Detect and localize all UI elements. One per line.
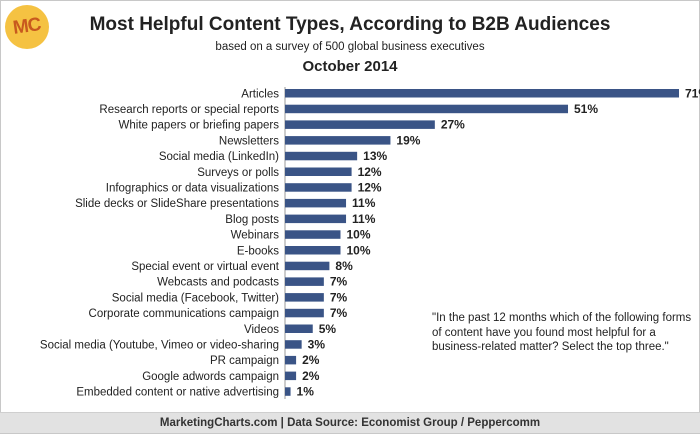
bar: [285, 340, 302, 349]
category-label: Webinars: [231, 230, 280, 242]
bar: [285, 89, 679, 98]
value-label: 12%: [358, 165, 382, 179]
value-label: 10%: [346, 228, 370, 242]
bar: [285, 261, 330, 271]
footer-source: MarketingCharts.com | Data Source: Econo…: [0, 412, 700, 433]
bar: [285, 246, 341, 255]
category-label: Slide decks or SlideShare presentations: [75, 198, 279, 210]
bar: [285, 183, 352, 192]
category-label: Google adwords campaign: [142, 371, 279, 383]
value-label: 11%: [352, 196, 376, 210]
category-label: Surveys or polls: [197, 167, 279, 179]
value-label: 7%: [330, 290, 348, 304]
value-label: 11%: [352, 212, 376, 226]
bar: [285, 214, 347, 224]
category-label: White papers or briefing papers: [119, 120, 280, 132]
bar: [285, 277, 324, 286]
value-label: 10%: [346, 243, 370, 257]
value-label: 2%: [302, 353, 320, 367]
survey-question-note: "In the past 12 months which of the foll…: [432, 312, 692, 353]
chart-subtitle: based on a survey of 500 global business…: [215, 41, 485, 53]
category-label: Infographics or data visualizations: [106, 182, 279, 194]
value-label: 12%: [358, 180, 382, 194]
chart-date: October 2014: [302, 58, 398, 75]
bar: [285, 230, 341, 239]
value-label: 19%: [396, 133, 420, 147]
category-label: Embedded content or native advertising: [76, 387, 279, 399]
category-label: Special event or virtual event: [131, 261, 279, 273]
category-label: Articles: [241, 88, 279, 100]
bar: [285, 120, 435, 129]
value-label: 51%: [574, 102, 598, 116]
bar: [285, 167, 352, 176]
category-label: Social media (Facebook, Twitter): [112, 292, 279, 304]
category-label: Social media (LinkedIn): [159, 151, 279, 163]
category-label: Blog posts: [225, 214, 279, 226]
value-label: 7%: [330, 306, 348, 320]
value-label: 5%: [319, 322, 337, 336]
bar: [285, 151, 358, 161]
category-label: Newsletters: [219, 135, 279, 147]
bar: [285, 371, 297, 381]
value-label: 2%: [302, 369, 320, 383]
bar: [285, 324, 313, 333]
value-label: 3%: [308, 337, 326, 351]
bar: [285, 308, 324, 318]
bar: [285, 355, 297, 365]
bar: [285, 136, 391, 145]
value-label: 8%: [335, 259, 353, 273]
bar: [285, 293, 324, 302]
marketingcharts-logo: MC: [5, 5, 49, 49]
category-label: Research reports or special reports: [99, 104, 279, 116]
value-label: 7%: [330, 275, 348, 289]
category-label: Videos: [244, 324, 279, 336]
bar: [285, 104, 569, 114]
bar: [285, 198, 347, 208]
category-label: Webcasts and podcasts: [157, 277, 279, 289]
value-label: 13%: [363, 149, 387, 163]
category-label: E-books: [237, 245, 279, 257]
category-label: Social media (Youtube, Vimeo or video-sh…: [40, 339, 279, 351]
value-label: 1%: [297, 385, 315, 399]
category-label: Corporate communications campaign: [89, 308, 279, 320]
value-label: 71%: [685, 86, 700, 100]
bar: [285, 387, 291, 396]
value-label: 27%: [441, 118, 465, 132]
chart-title: Most Helpful Content Types, According to…: [89, 14, 611, 35]
category-label: PR campaign: [210, 355, 279, 367]
